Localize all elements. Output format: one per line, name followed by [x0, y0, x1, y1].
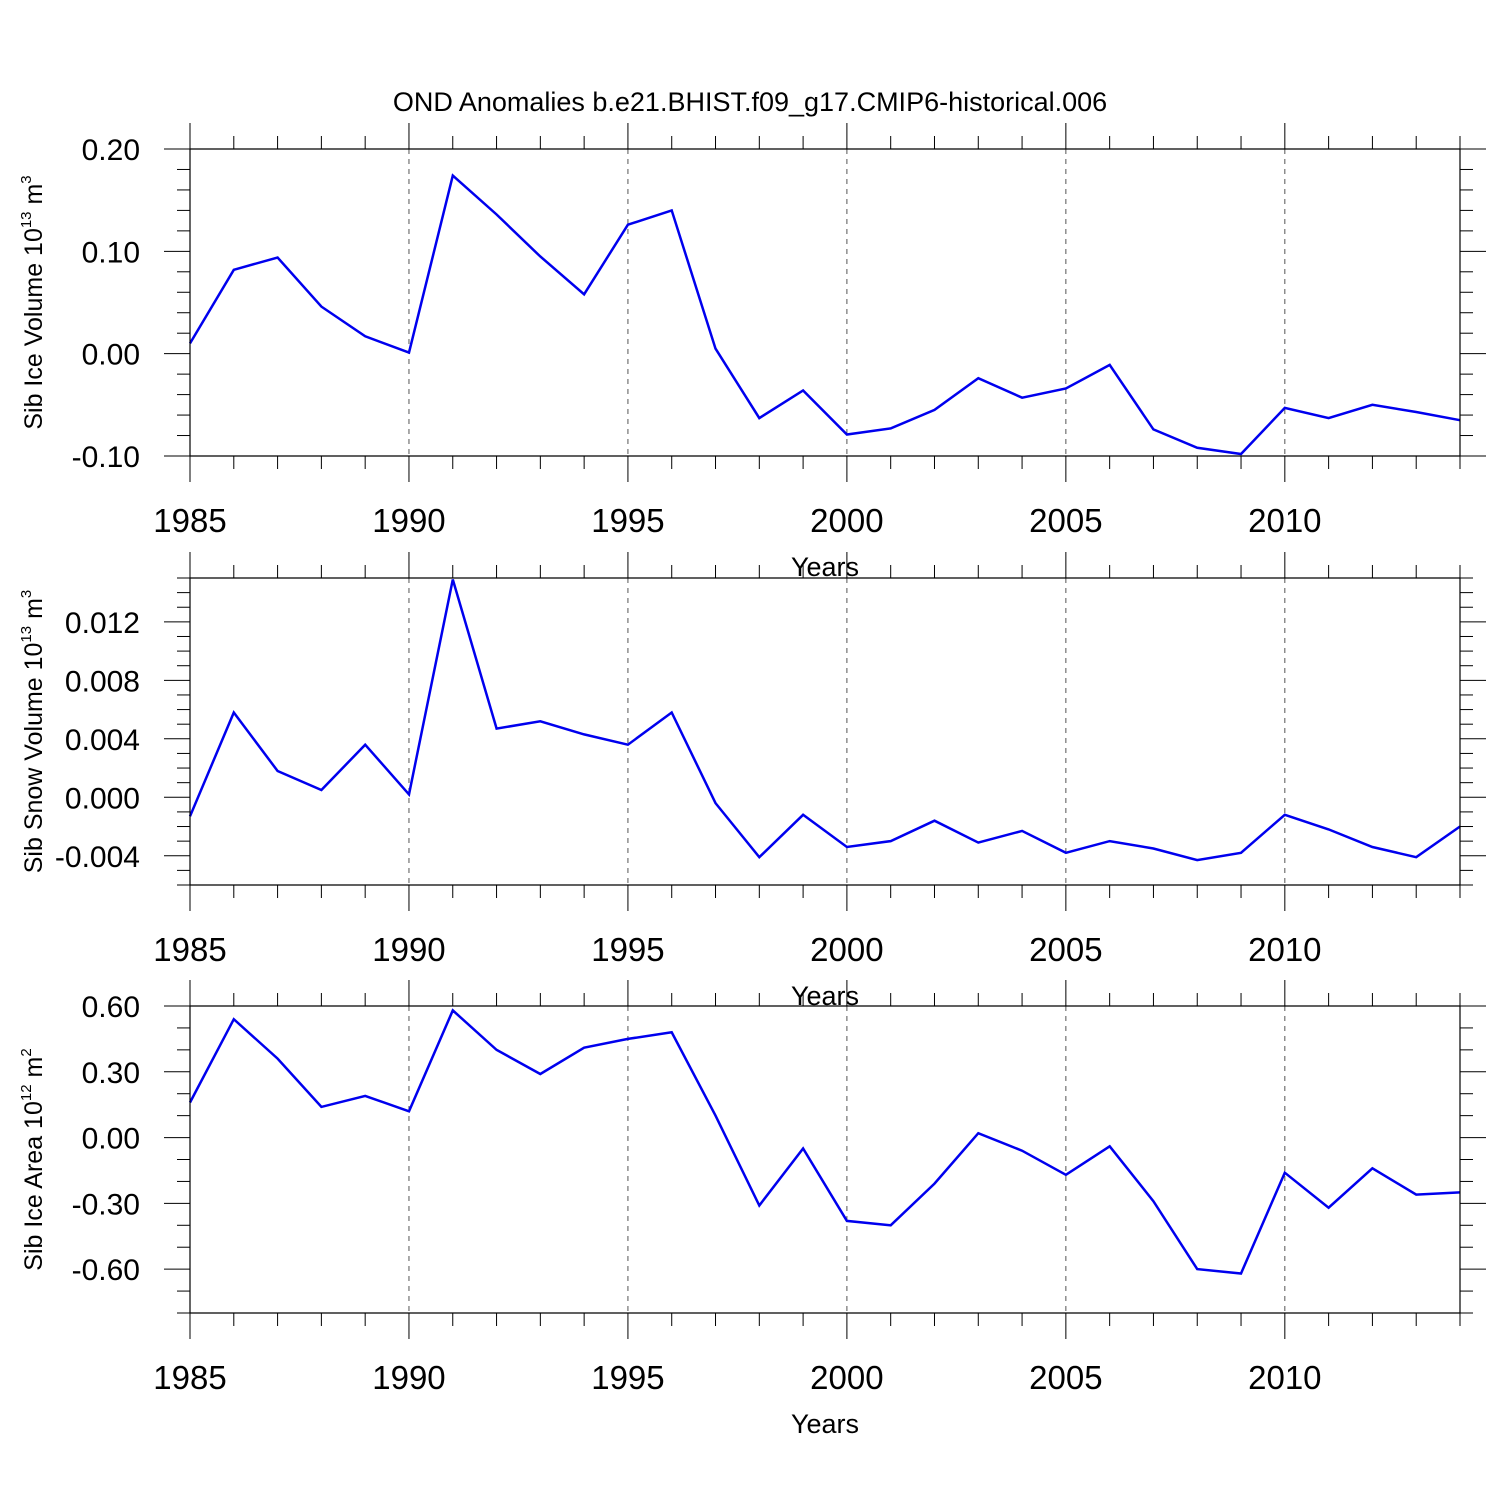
x-tick-label: 1995 [591, 1359, 664, 1396]
y-axis-label-text: Sib Ice Volume 10 [20, 228, 48, 430]
y-axis-label-superscript: 3 [18, 590, 35, 598]
y-tick-label: -0.30 [72, 1188, 140, 1221]
y-tick-label: -0.004 [55, 841, 140, 874]
y-axis-label-superscript: 13 [18, 211, 35, 228]
x-tick-label: 1990 [372, 931, 445, 968]
x-tick-label: 2000 [810, 502, 883, 539]
x-tick-label: 1995 [591, 502, 664, 539]
x-tick-label: 1985 [153, 931, 226, 968]
y-tick-label: 0.10 [82, 236, 140, 269]
y-tick-label: 0.000 [65, 782, 140, 815]
panel-1: -0.10 0.00 0.10 0.20 1985 1990 1995 2000 2005 201… [18, 123, 1486, 582]
y-axis-label-superscript: 12 [18, 1084, 35, 1101]
y-axis-label-text: Sib Ice Area 10 [20, 1101, 48, 1271]
y-tick-label: 0.20 [82, 134, 140, 167]
x-tick-label: 2010 [1248, 1359, 1321, 1396]
x-tick-label: 2010 [1248, 931, 1321, 968]
panel-3: -0.60 -0.30 0.00 0.30 0.60 1985 1990 1995 2000 20… [18, 980, 1486, 1439]
y-axis-label-superscript: 2 [18, 1048, 35, 1056]
y-tick-label: -0.10 [72, 441, 140, 474]
x-tick-label: 2005 [1029, 502, 1102, 539]
x-tick-label: 2000 [810, 931, 883, 968]
x-axis-label: Years [791, 552, 859, 582]
series-line [188, 579, 1461, 862]
y-tick-label: 0.012 [65, 607, 140, 640]
x-axis-label: Years [791, 1409, 859, 1439]
y-tick-label: 0.30 [82, 1057, 140, 1090]
y-tick-label: 0.00 [82, 339, 140, 372]
y-tick-label: -0.60 [72, 1254, 140, 1287]
y-tick-label: 0.004 [65, 724, 140, 757]
y-axis-label: Sib Ice Volume 1013 m3 [18, 175, 48, 429]
x-tick-label: 2005 [1029, 931, 1102, 968]
x-tick-label: 1995 [591, 931, 664, 968]
y-axis-label-superscript: 3 [18, 175, 35, 183]
y-tick-label: 0.00 [82, 1123, 140, 1156]
x-tick-label: 1990 [372, 1359, 445, 1396]
y-axis-label-text: m [20, 184, 48, 212]
chart-title: OND Anomalies b.e21.BHIST.f09_g17.CMIP6-… [393, 87, 1107, 117]
x-tick-label: 2000 [810, 1359, 883, 1396]
y-axis-label-text: m [20, 598, 48, 626]
x-tick-label: 2010 [1248, 502, 1321, 539]
y-tick-label: 0.008 [65, 665, 140, 698]
y-axis-label-superscript: 13 [18, 626, 35, 643]
x-tick-label: 1985 [153, 1359, 226, 1396]
y-axis-label: Sib Snow Volume 1013 m3 [18, 590, 48, 874]
y-axis-label-text: m [20, 1057, 48, 1085]
y-axis-label: Sib Ice Area 1012 m2 [18, 1048, 48, 1270]
x-tick-label: 1985 [153, 502, 226, 539]
y-axis-label-text: Sib Snow Volume 10 [20, 643, 48, 874]
series-line [188, 1008, 1461, 1275]
x-tick-label: 2005 [1029, 1359, 1102, 1396]
y-tick-label: 0.60 [82, 991, 140, 1024]
panel-2: -0.004 0.000 0.004 0.008 0.012 1985 1990 1995 20… [18, 552, 1486, 1011]
series-line [188, 173, 1461, 456]
x-tick-label: 1990 [372, 502, 445, 539]
